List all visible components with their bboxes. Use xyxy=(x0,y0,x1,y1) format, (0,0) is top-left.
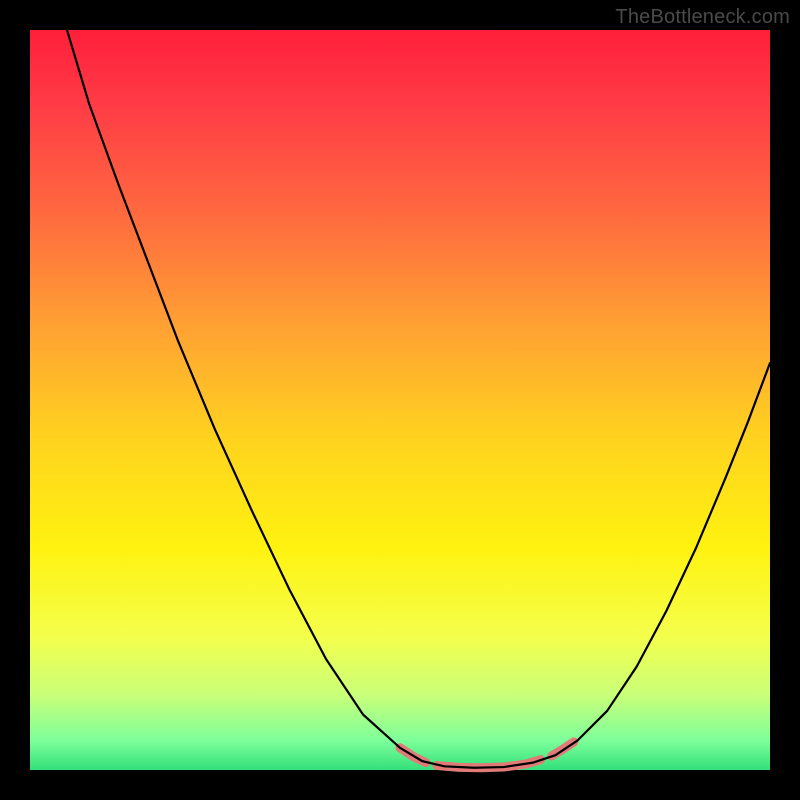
plot-background xyxy=(30,30,770,770)
chart-svg xyxy=(0,0,800,800)
watermark-text: TheBottleneck.com xyxy=(615,6,790,29)
chart-container: TheBottleneck.com xyxy=(0,0,800,800)
